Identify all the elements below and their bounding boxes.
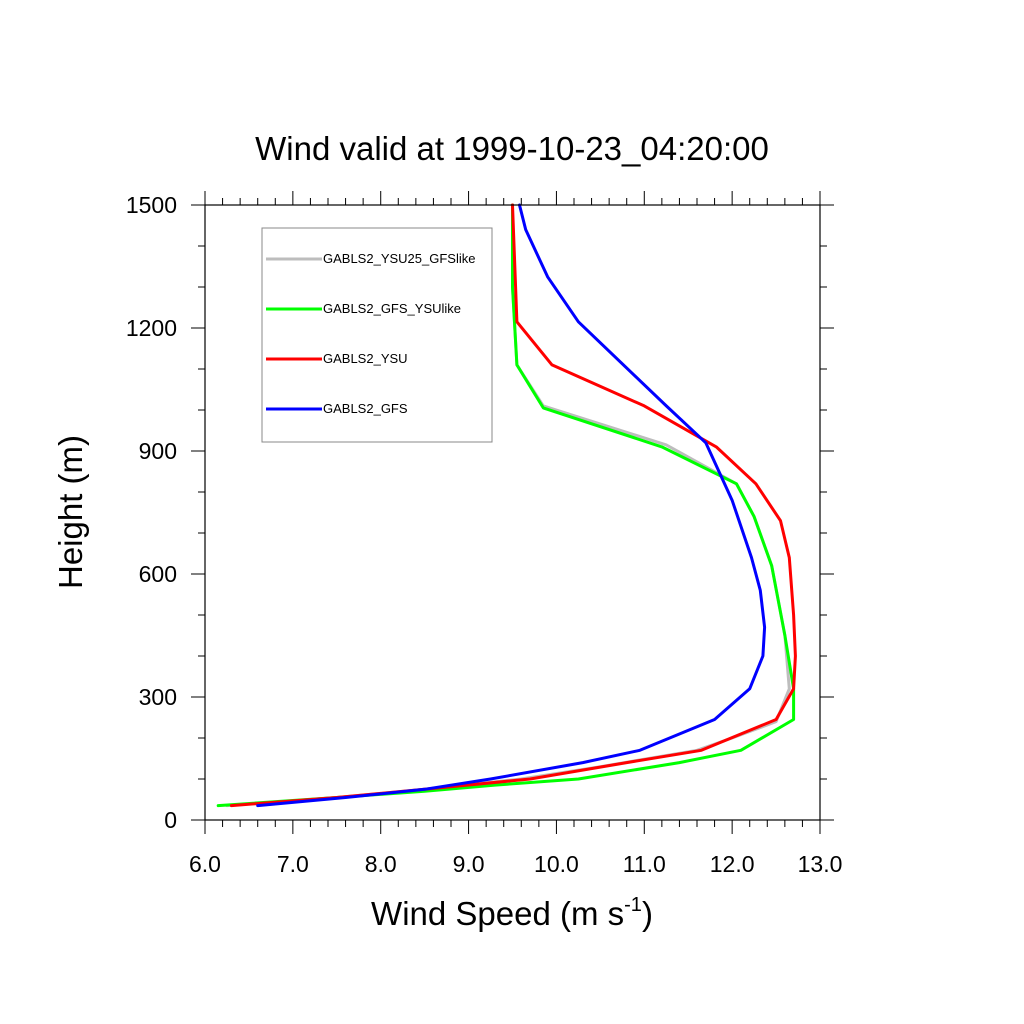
x-tick-label: 12.0 [710, 851, 755, 877]
plot-frame [204, 204, 821, 821]
y-tick-label: 1500 [126, 192, 177, 218]
x-tick-label: 13.0 [798, 851, 843, 877]
x-axis-label: Wind Speed (m s-1) [371, 894, 653, 932]
y-tick-label: 300 [139, 684, 177, 710]
series-layer [216, 203, 797, 808]
legend: GABLS2_YSU25_GFSlike GABLS2_GFS_YSUlike GA… [261, 227, 493, 443]
x-tick-label: 10.0 [534, 851, 579, 877]
legend-label-3: GABLS2_GFS [323, 401, 408, 416]
x-tick-label: 6.0 [189, 851, 221, 877]
y-axis-label: Height (m) [52, 435, 89, 589]
y-tick-label: 900 [139, 438, 177, 464]
axes-layer: 6.0 7.0 8.0 9.0 10.0 11.0 12.0 13.0 0 300 600 900 12… [126, 191, 843, 877]
y-tick-label: 600 [139, 561, 177, 587]
legend-label-1: GABLS2_GFS_YSUlike [323, 301, 461, 316]
x-tick-label: 11.0 [623, 851, 666, 877]
chart-title: Wind valid at 1999-10-23_04:20:00 [255, 130, 769, 167]
series-line-3 [256, 203, 767, 808]
series-line-2 [229, 203, 797, 808]
x-tick-label: 8.0 [365, 851, 397, 877]
y-tick-label: 1200 [126, 315, 177, 341]
x-tick-label: 9.0 [453, 851, 485, 877]
legend-label-2: GABLS2_YSU [323, 351, 408, 366]
legend-label-0: GABLS2_YSU25_GFSlike [323, 251, 475, 266]
x-tick-label: 7.0 [277, 851, 309, 877]
legend-box [261, 227, 493, 443]
y-tick-label: 0 [164, 807, 177, 833]
series-line-1 [216, 203, 796, 808]
